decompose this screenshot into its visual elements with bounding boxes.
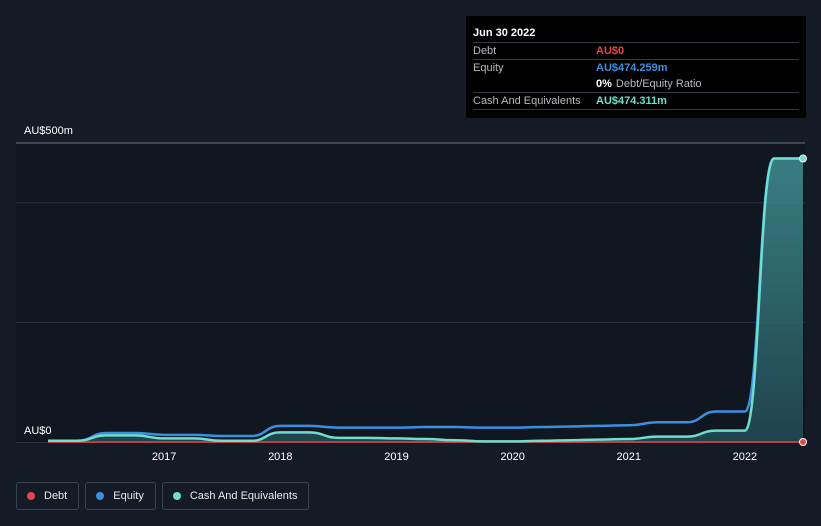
legend-label: Equity	[113, 490, 144, 502]
x-tick-label: 2022	[733, 451, 757, 463]
series-lines	[47, 154, 807, 446]
y-axis-top-label: AU$500m	[24, 125, 73, 137]
equity-dot-icon	[96, 492, 105, 500]
debt-dot-icon	[27, 492, 35, 500]
legend-label: Cash And Equivalents	[189, 490, 298, 502]
legend-item-debt[interactable]: Debt	[16, 482, 80, 510]
end-marker-cash-and-equivalents	[799, 154, 807, 163]
tooltip-row-equity: Equity AU$474.259m	[473, 59, 799, 76]
cash-dot-icon	[172, 492, 181, 500]
tooltip-label	[473, 76, 596, 92]
tooltip-value: AU$0	[596, 45, 625, 57]
tooltip: Jun 30 2022 Debt AU$0 Equity AU$474.259m…	[466, 16, 806, 118]
y-axis-bottom-label: AU$0	[24, 425, 52, 437]
plot-area	[16, 143, 805, 442]
tooltip-label: Equity	[473, 62, 504, 74]
tooltip-date: Jun 30 2022	[473, 27, 536, 39]
x-tick-label: 2021	[617, 451, 641, 463]
tooltip-row-ratio: 0% Debt/Equity Ratio	[473, 76, 799, 92]
tooltip-value: AU$474.259m	[596, 62, 668, 74]
tooltip-label: Debt	[473, 45, 497, 57]
series-line-equity	[47, 157, 803, 443]
tooltip-label: Cash And Equivalents	[473, 95, 581, 107]
tooltip-value: 0%	[596, 78, 612, 90]
x-tick-label: 2019	[384, 451, 408, 463]
x-tick-label: 2017	[152, 451, 176, 463]
tooltip-divider	[473, 109, 799, 111]
x-tick-label: 2020	[500, 451, 524, 463]
legend-item-cash[interactable]: Cash And Equivalents	[161, 482, 310, 510]
tooltip-row-debt: Debt AU$0	[473, 42, 799, 59]
x-axis-ticks: 2017 2018 2019 2020 2021 2022	[152, 451, 757, 463]
tooltip-row-cash: Cash And Equivalents AU$474.311m	[473, 92, 799, 109]
series-line-cash-and-equivalents	[47, 157, 803, 443]
x-tick-label: 2018	[268, 451, 292, 463]
tooltip-value: AU$474.311m	[596, 95, 667, 107]
tooltip-ratio-label: Debt/Equity Ratio	[615, 78, 702, 90]
legend-label: Debt	[44, 490, 68, 502]
legend: Debt Equity Cash And Equivalents	[16, 482, 310, 510]
grid	[16, 142, 805, 443]
end-marker-debt	[799, 438, 807, 446]
legend-item-equity[interactable]: Equity	[85, 482, 156, 510]
